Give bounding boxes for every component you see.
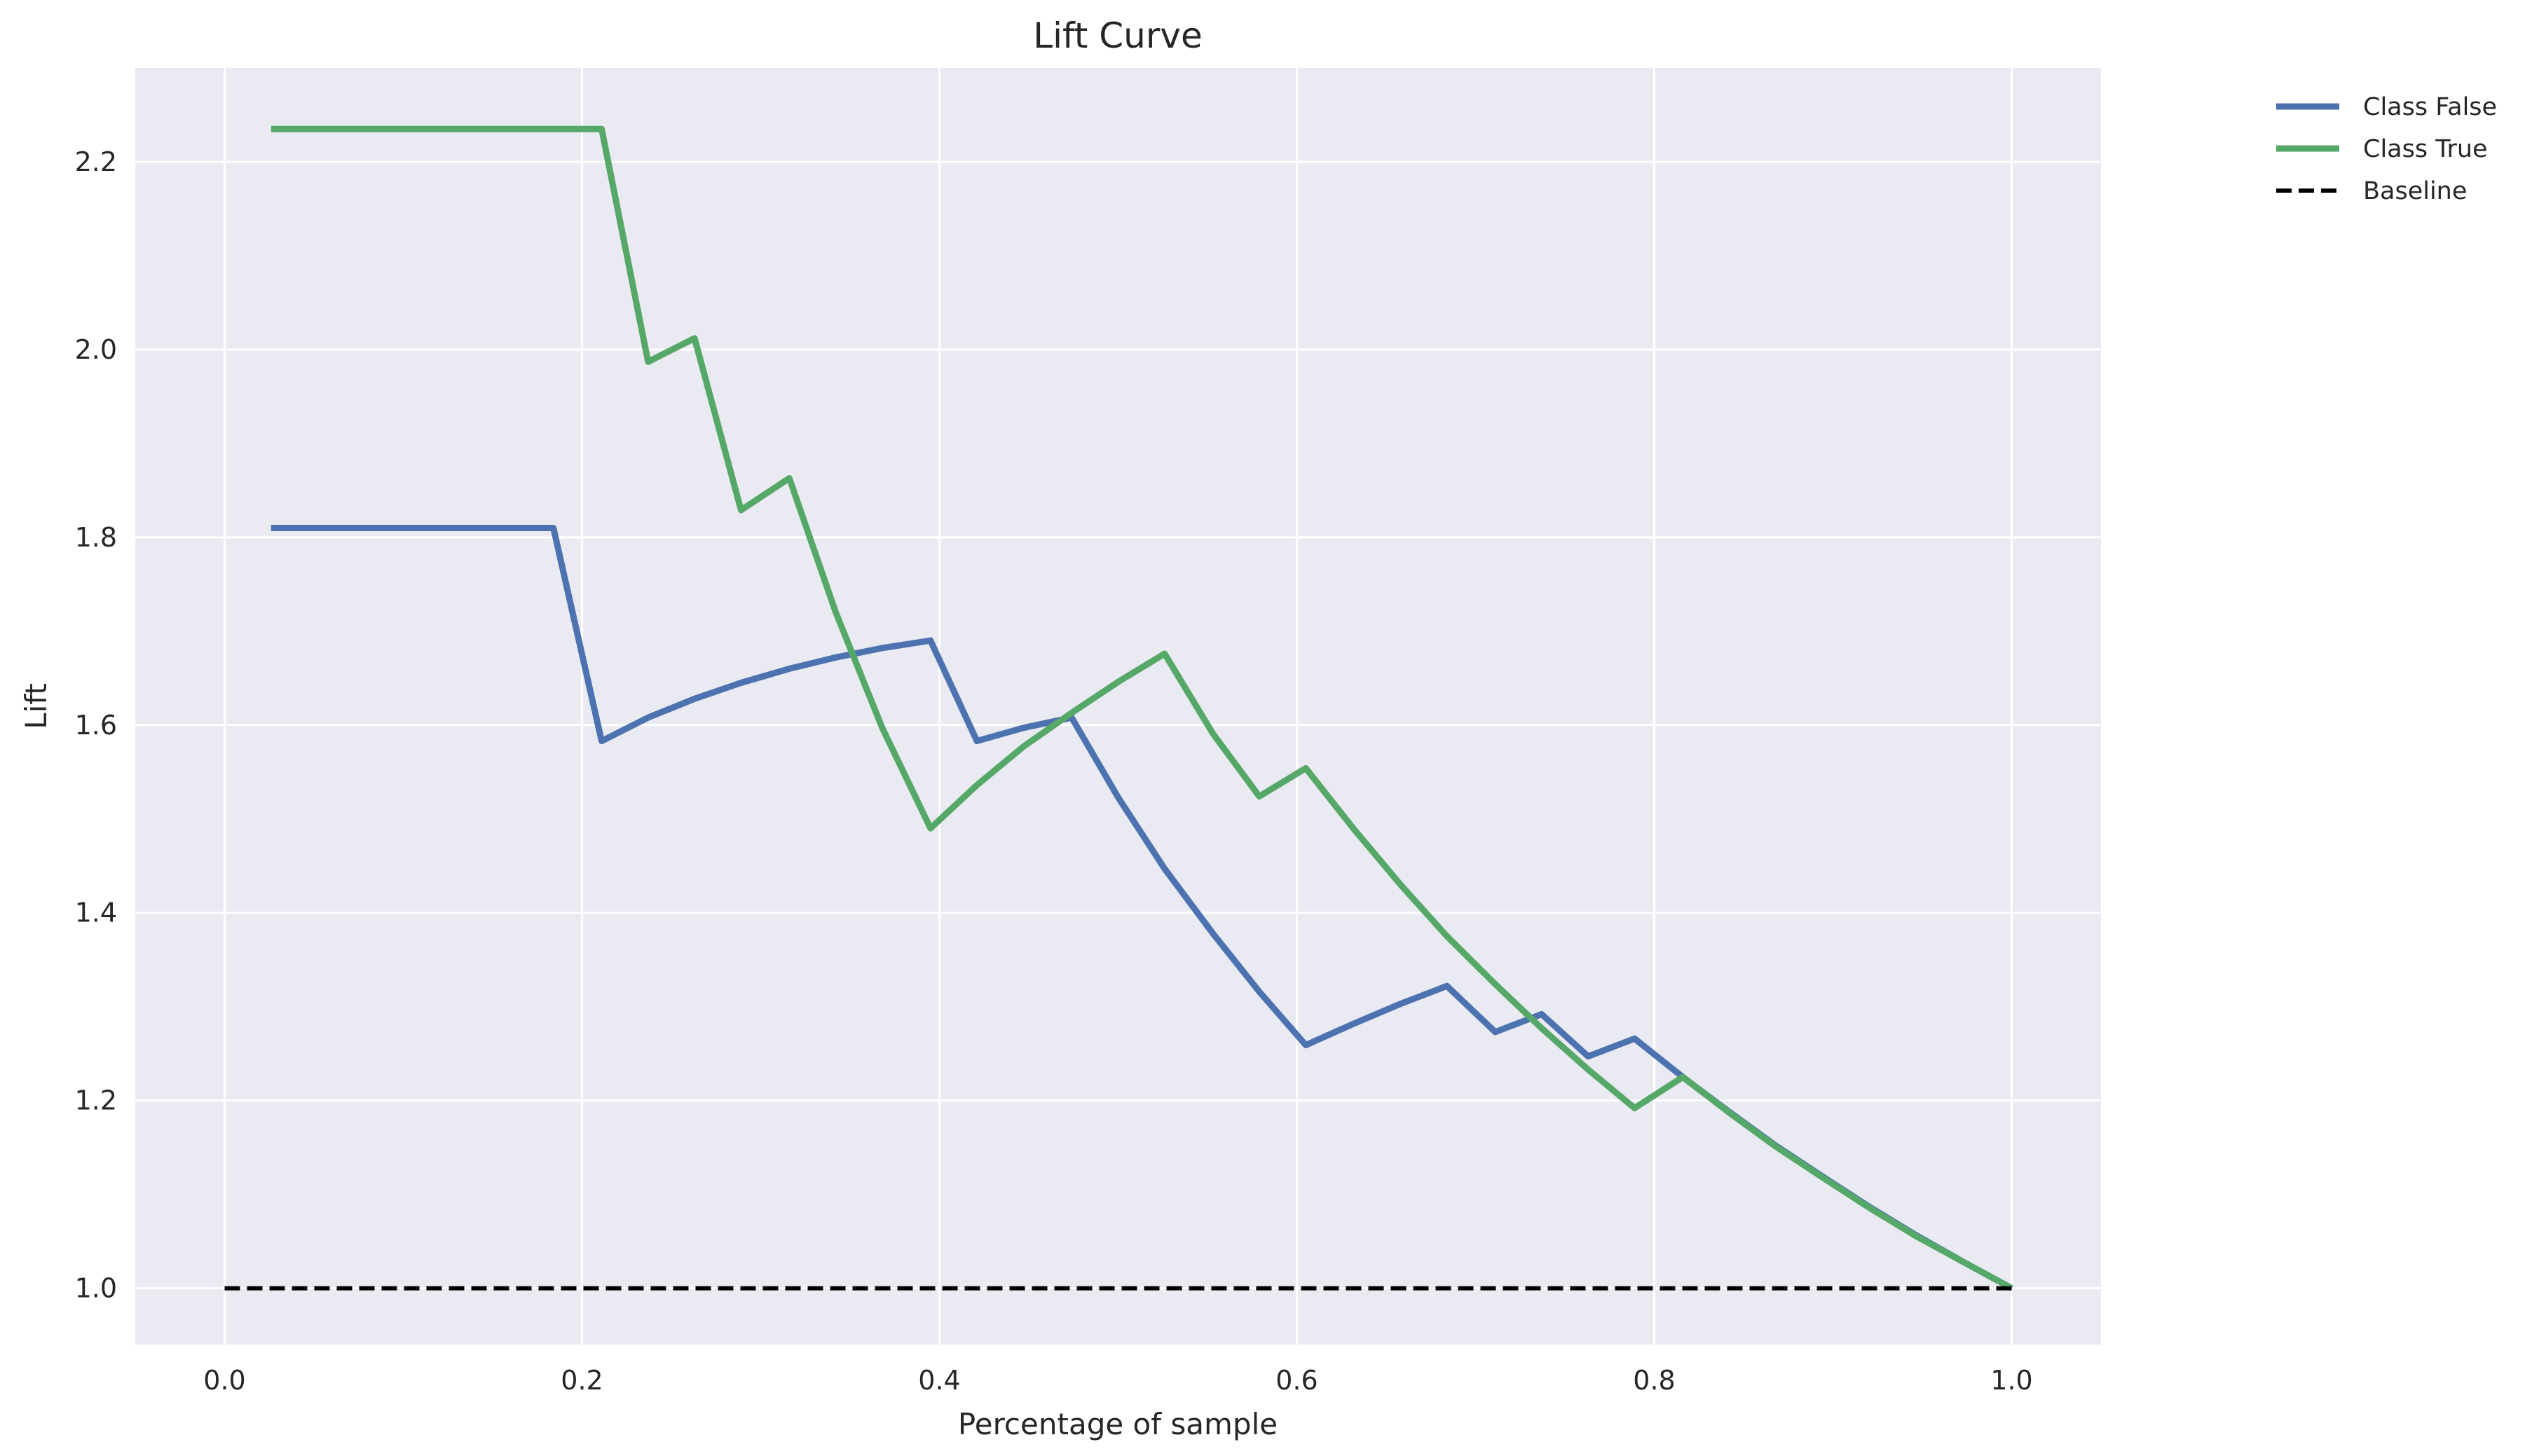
y-tick-label: 1.2 (75, 1085, 117, 1116)
legend-label-class-true: Class True (2363, 135, 2488, 163)
chart-title: Lift Curve (1033, 15, 1202, 56)
y-tick-label: 1.0 (75, 1273, 117, 1304)
y-tick-label: 1.4 (75, 898, 117, 928)
y-tick-label: 2.0 (75, 334, 117, 365)
grid (135, 68, 2101, 1345)
series-group (224, 125, 2013, 1291)
x-tick-label: 1.0 (1990, 1365, 2032, 1396)
legend-label-class-false: Class False (2363, 93, 2497, 121)
legend-label-baseline: Baseline (2363, 177, 2467, 205)
x-tick-label: 0.8 (1633, 1365, 1675, 1396)
y-tick-labels: 1.0 1.2 1.4 1.6 1.8 2.0 2.2 (75, 146, 117, 1304)
x-tick-label: 0.6 (1275, 1365, 1318, 1396)
legend: Class False Class True Baseline (2276, 93, 2497, 205)
y-tick-label: 1.6 (75, 710, 117, 741)
x-tick-label: 0.2 (561, 1365, 603, 1396)
plot-background (135, 68, 2101, 1345)
x-tick-label: 0.4 (918, 1365, 960, 1396)
x-tick-label: 0.0 (203, 1365, 245, 1396)
x-tick-labels: 0.0 0.2 0.4 0.6 0.8 1.0 (203, 1365, 2032, 1396)
x-axis-label: Percentage of sample (958, 1407, 1278, 1441)
series-line-class-true (271, 125, 2013, 1291)
y-axis-label: Lift (19, 683, 53, 729)
y-tick-label: 2.2 (75, 146, 117, 177)
y-tick-label: 1.8 (75, 522, 117, 553)
